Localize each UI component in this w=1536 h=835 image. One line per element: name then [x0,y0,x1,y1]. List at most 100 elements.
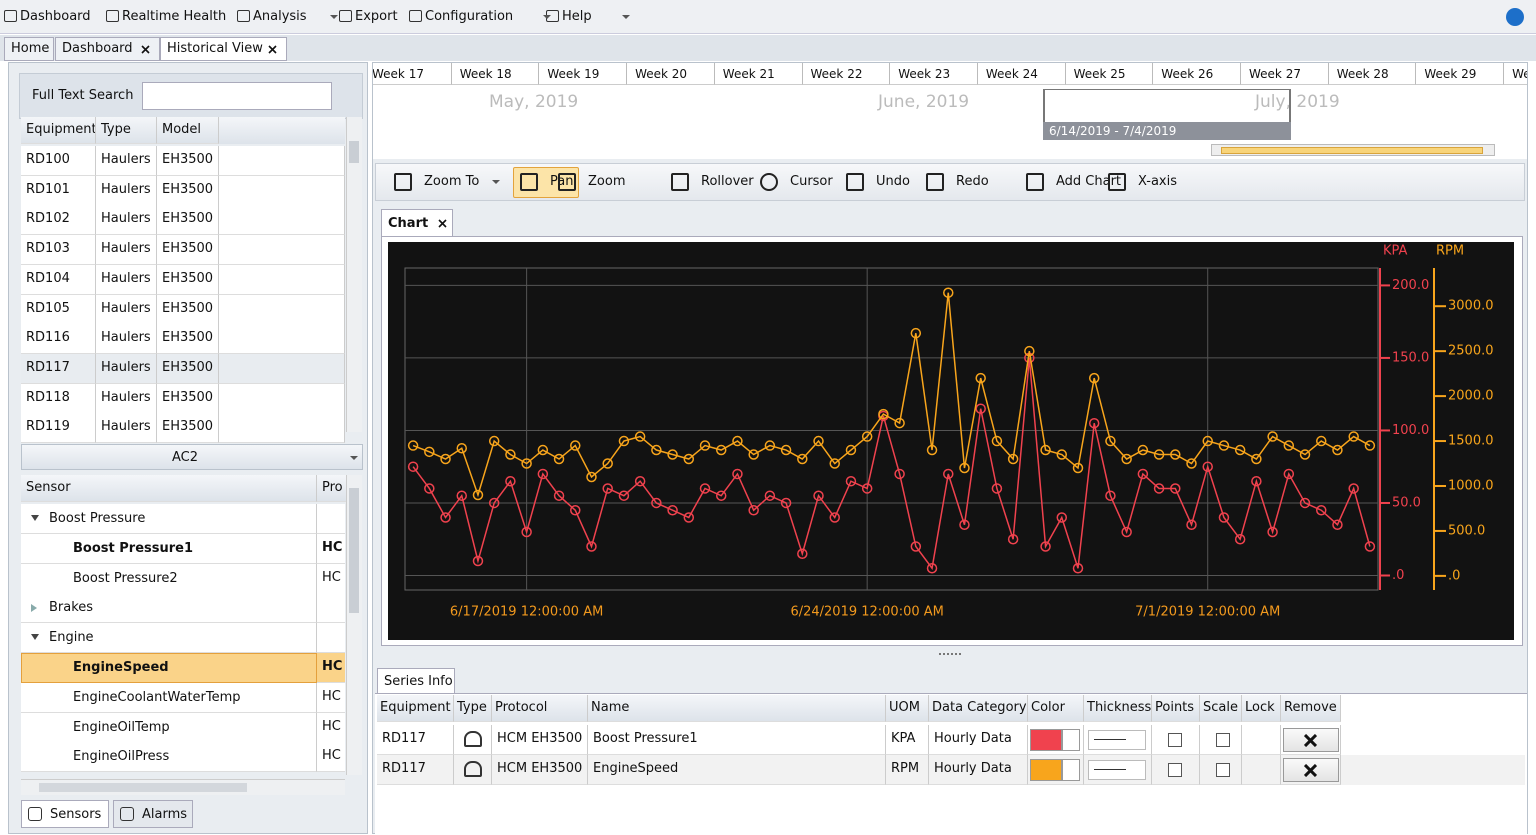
data-point [1348,483,1359,494]
data-point [424,483,435,494]
color-swatch[interactable] [1030,729,1062,751]
data-point [1332,444,1343,456]
tree-row[interactable]: EngineCoolantWaterTemp HC [21,682,345,713]
table-row[interactable]: RD118 Haulers EH3500 [21,383,345,414]
tree-row[interactable]: EngineOilPress HC [21,742,345,773]
week-label: Week 23 [889,63,978,85]
menu-item[interactable]: Help [562,9,592,24]
sensor-name: EngineOilTemp [73,719,170,735]
series-tab[interactable]: Series Info [377,668,455,694]
close-icon[interactable] [438,219,447,228]
menu-item[interactable]: Realtime Health [122,9,227,24]
tool-button[interactable]: Cursor [790,174,833,189]
tree-row[interactable]: Boost Pressure2 HC [21,563,345,594]
table-row[interactable]: RD117 Haulers EH3500 [21,353,345,384]
help-icon[interactable] [1506,8,1524,26]
table-row[interactable]: RD116 Haulers EH3500 [21,324,345,355]
menu-item[interactable]: Dashboard [20,9,91,24]
table-cell: Haulers [96,413,157,444]
table-cell [1200,755,1242,785]
tab[interactable]: Home [4,37,54,61]
table-row[interactable]: RD105 Haulers EH3500 [21,294,345,325]
table-cell: RD100 [21,146,96,176]
close-cross [268,45,277,54]
tree-row[interactable]: EngineOilTemp HC [21,712,345,743]
table-cell [1028,755,1084,785]
tab-label: Home [11,41,50,56]
tool-button[interactable]: X-axis [1138,174,1177,189]
tool-button[interactable]: Rollover [701,174,754,189]
menu-item[interactable]: Configuration [425,9,514,24]
close-icon[interactable] [1304,734,1317,747]
bottom-tab[interactable]: Alarms [113,800,193,828]
tab-label: Chart [388,216,429,231]
table-row[interactable]: RD119 Haulers EH3500 [21,413,345,444]
data-point [780,444,792,456]
close-icon[interactable] [1304,764,1317,777]
checkbox[interactable] [1168,733,1182,747]
remove-button[interactable] [1283,758,1339,782]
data-point [1153,449,1165,460]
group-dropdown[interactable]: AC2 [21,444,363,470]
tree-row[interactable]: Boost Pressure1 HC [21,533,345,564]
close-icon[interactable] [268,45,277,54]
checkbox[interactable] [1216,763,1230,777]
tree-row[interactable]: Brakes [21,593,345,624]
tree-row[interactable]: EngineSpeed HC [21,653,345,683]
table-header: Remove [1281,695,1341,722]
tree-row[interactable]: Boost Pressure [21,504,345,534]
table-cell [1152,725,1200,755]
data-point [1105,435,1116,447]
table-row[interactable]: RD100 Haulers EH3500 [21,146,345,176]
thickness-dropdown[interactable] [1088,760,1146,780]
tool-button[interactable]: Undo [876,174,910,189]
table-header: Sensor [21,475,317,502]
tab[interactable]: Historical View [160,37,287,61]
checkbox[interactable] [1216,733,1230,747]
data-point [910,541,922,552]
checkbox[interactable] [1168,763,1182,777]
color-swatch[interactable] [1030,759,1062,781]
search-input[interactable] [142,82,332,110]
data-point [894,417,905,429]
remove-button[interactable] [1283,728,1339,752]
y2-tick-label: 1500.0 [1448,434,1494,449]
dropdown-arrow [492,180,500,184]
data-point [1283,468,1295,480]
tool-button[interactable]: Pan [550,174,574,189]
data-point [618,490,630,501]
thickness-dropdown[interactable] [1088,730,1146,750]
table-row[interactable]: RD102 Haulers EH3500 [21,205,345,236]
data-point [537,444,549,456]
data-point [878,408,889,420]
data-point [975,372,986,384]
data-point [1202,435,1213,447]
tool-button[interactable]: Redo [956,174,989,189]
chart-tab[interactable]: Chart [381,209,453,237]
tree-row[interactable]: Engine [21,623,345,654]
tree-cell [21,682,317,713]
tab-icon [120,807,134,821]
color-dropdown[interactable] [1062,729,1080,751]
menu-item[interactable]: Analysis [253,9,307,24]
h-scroll-thumb [39,783,247,792]
table-row[interactable]: RD103 Haulers EH3500 [21,235,345,266]
data-point [1056,449,1068,460]
bottom-tab[interactable]: Sensors [21,800,109,828]
close-icon[interactable] [141,45,150,54]
color-dropdown[interactable] [1062,759,1080,781]
tool-button[interactable]: Zoom [588,174,626,189]
data-point [602,458,613,469]
tool-button[interactable]: Zoom To [424,174,480,189]
table-row[interactable]: RD117 HCM EH3500 Boost Pressure1 KPA Hourly … [377,725,1525,755]
table-row[interactable]: RD117 HCM EH3500 EngineSpeed RPM Hourly Data [377,755,1525,785]
data-point [407,440,419,451]
tool-button[interactable]: Add Chart [1056,174,1122,189]
menu-icon [4,10,17,22]
tree-cell [21,533,317,564]
menu-item[interactable]: Export [355,9,398,24]
table-row[interactable]: RD101 Haulers EH3500 [21,175,345,206]
tab[interactable]: Dashboard [55,37,160,61]
table-header: UOM [886,695,929,722]
table-row[interactable]: RD104 Haulers EH3500 [21,264,345,295]
